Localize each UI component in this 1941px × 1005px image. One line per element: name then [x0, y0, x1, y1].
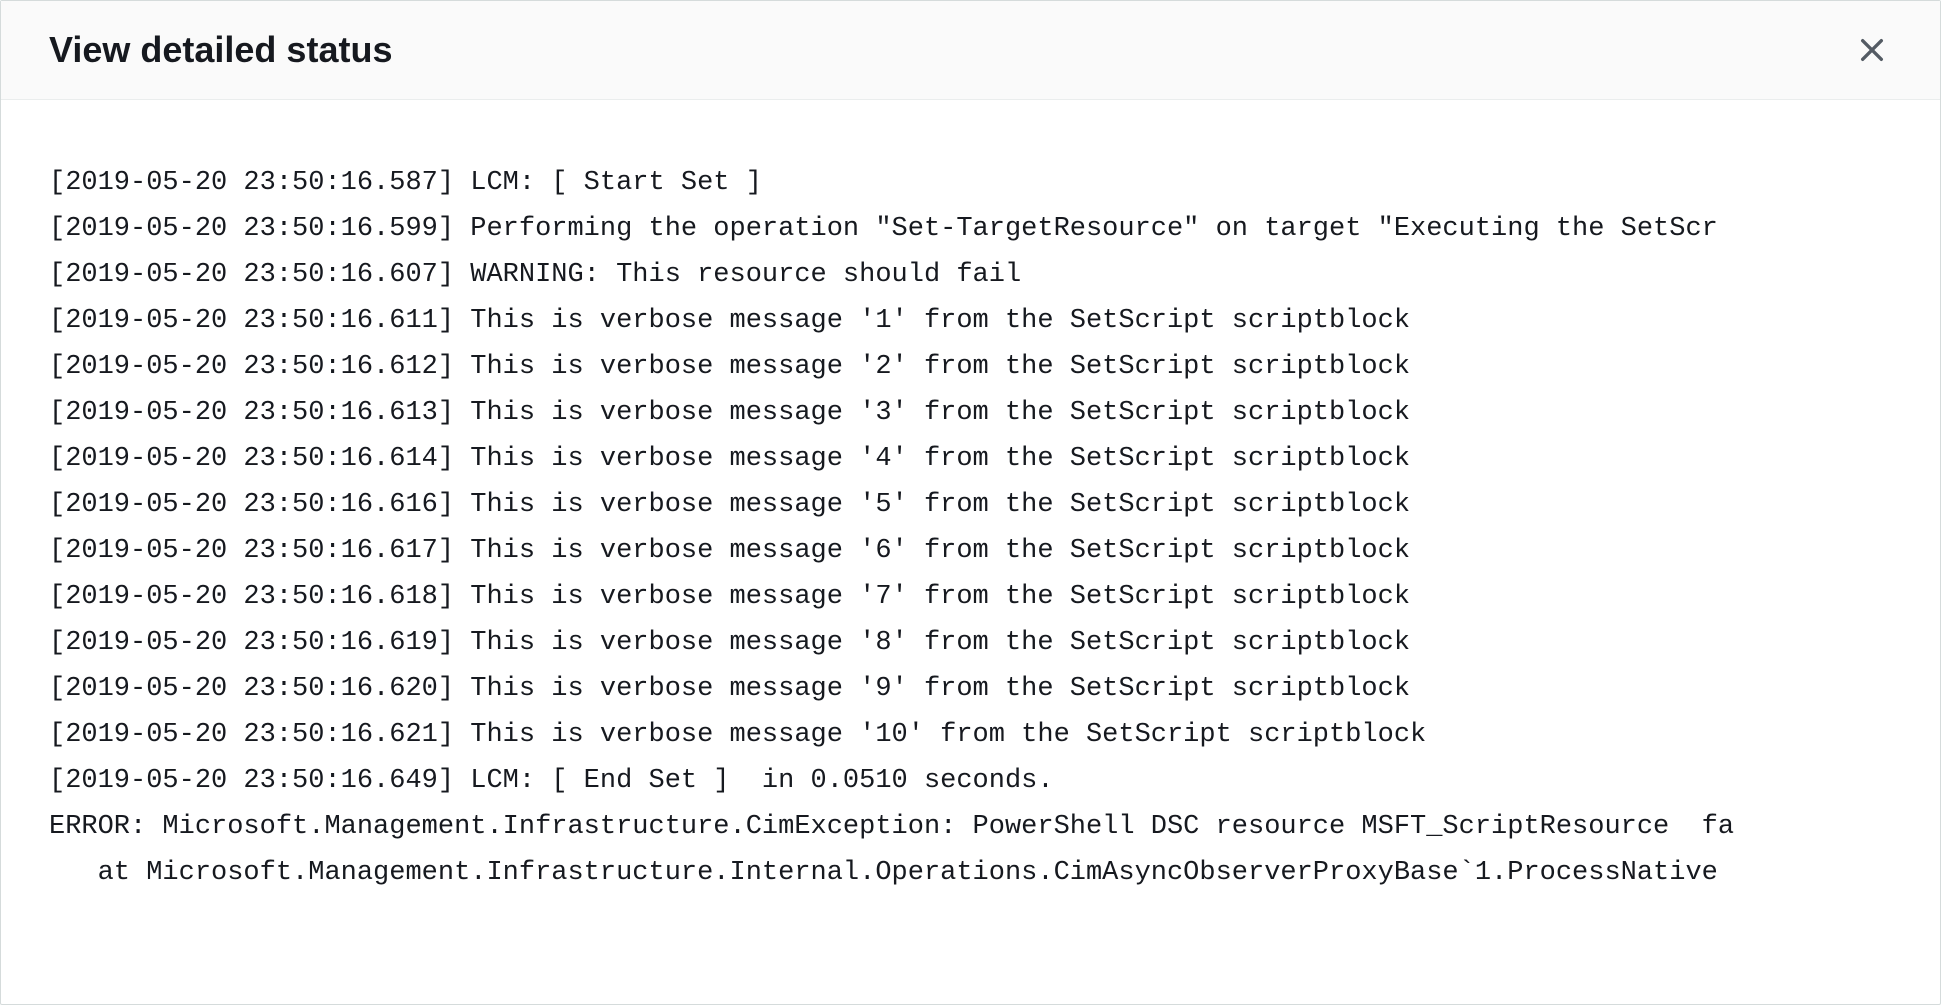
detailed-status-panel: View detailed status [2019-05-20 23:50:1…: [0, 0, 1941, 1005]
log-output: [2019-05-20 23:50:16.587] LCM: [ Start S…: [49, 160, 1892, 896]
close-button[interactable]: [1852, 30, 1892, 70]
panel-body: [2019-05-20 23:50:16.587] LCM: [ Start S…: [1, 100, 1940, 1004]
panel-header: View detailed status: [1, 1, 1940, 100]
panel-title: View detailed status: [49, 29, 392, 71]
close-icon: [1856, 34, 1888, 66]
